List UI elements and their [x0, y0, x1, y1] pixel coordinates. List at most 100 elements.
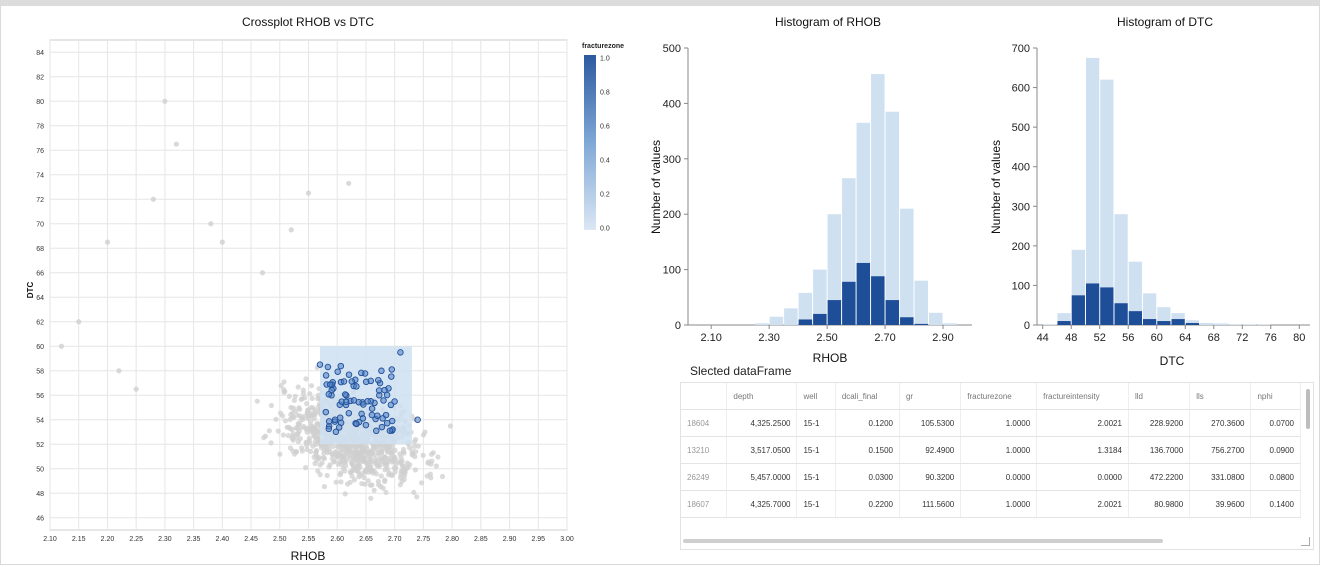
bar-selected[interactable]	[1085, 283, 1100, 325]
bar-all[interactable]	[900, 208, 914, 325]
selected-dataframe[interactable]: depth well dcali_final gr fracturezone fractu…	[680, 382, 1314, 550]
bar-selected[interactable]	[1100, 287, 1114, 325]
dtc-histogram[interactable]: 0 100 200 300 400 500 600 700 44 48 52 56 60 64 68 72 76…	[1012, 43, 1310, 344]
table-row[interactable]: 18604 4,325.2500 15-1 0.1200 105.5300 1.0000 2…	[681, 409, 1301, 437]
bar-all[interactable]	[1214, 323, 1228, 325]
bar-selected[interactable]	[1185, 323, 1200, 325]
bar-selected[interactable]	[1157, 321, 1171, 325]
selected-point	[342, 398, 350, 406]
data-point	[338, 479, 344, 485]
x-tick-label: 2.25	[129, 536, 143, 543]
bar-all[interactable]	[1085, 57, 1100, 326]
horizontal-scrollbar[interactable]	[683, 539, 1163, 543]
x-tick-label: 60	[1151, 332, 1163, 344]
column-header[interactable]: nphi	[1250, 383, 1301, 410]
data-point	[349, 461, 355, 468]
column-header[interactable]: gr	[899, 383, 962, 410]
bar-all[interactable]	[1228, 324, 1242, 325]
bar-selected[interactable]	[1057, 321, 1071, 325]
bar-all[interactable]	[1157, 307, 1171, 325]
bar-all[interactable]	[755, 323, 769, 325]
y-tick-label: 100	[1012, 280, 1030, 292]
bar-selected[interactable]	[827, 300, 842, 325]
table-cell: 0.0700	[1250, 409, 1301, 437]
data-point	[275, 428, 281, 434]
column-header[interactable]: dcali_final	[835, 383, 900, 410]
column-header[interactable]: lls	[1189, 383, 1252, 410]
bar-all[interactable]	[798, 292, 813, 325]
data-point	[378, 473, 384, 479]
bar-selected[interactable]	[1171, 319, 1185, 325]
selected-point	[383, 419, 391, 427]
bar-all[interactable]	[1100, 79, 1114, 326]
data-point	[303, 425, 309, 431]
bar-selected[interactable]	[1114, 303, 1128, 325]
bar-all[interactable]	[1185, 320, 1200, 325]
y-tick-label: 84	[36, 50, 44, 57]
bar-all[interactable]	[827, 214, 842, 325]
data-point	[425, 460, 431, 466]
index-header[interactable]	[681, 383, 728, 410]
column-header[interactable]: well	[796, 383, 836, 410]
bar-all[interactable]	[943, 323, 958, 325]
data-point	[173, 141, 179, 147]
data-point	[327, 449, 333, 455]
resize-handle-icon[interactable]	[1301, 537, 1310, 546]
data-point	[424, 473, 430, 479]
data-point	[326, 464, 332, 470]
x-tick-label: 56	[1122, 332, 1134, 344]
bar-all[interactable]	[871, 74, 885, 326]
scatter-y-axis-title: DTC	[26, 282, 35, 299]
data-point	[401, 476, 407, 483]
rhob-hist-x-title: RHOB	[813, 351, 848, 365]
bar-all[interactable]	[813, 269, 827, 325]
data-point	[306, 435, 312, 441]
bar-selected[interactable]	[914, 323, 929, 325]
data-point	[383, 489, 389, 495]
vertical-scrollbar[interactable]	[1306, 389, 1310, 429]
data-point	[316, 455, 322, 461]
table-row[interactable]: 13210 3,517.0500 15-1 0.1500 92.4900 1.0000 1.…	[681, 436, 1301, 464]
bar-selected[interactable]	[1071, 295, 1085, 325]
bar-all[interactable]	[1128, 261, 1142, 325]
bar-selected[interactable]	[900, 317, 914, 325]
bar-selected[interactable]	[1142, 319, 1157, 325]
bar-selected[interactable]	[1128, 311, 1142, 325]
selected-point	[348, 378, 356, 385]
table-row[interactable]: 18607 4,325.7000 15-1 0.2200 111.5600 1.0000 2…	[681, 490, 1301, 518]
data-point	[365, 478, 371, 484]
bar-all[interactable]	[769, 316, 784, 325]
data-point	[278, 383, 284, 389]
data-point	[410, 451, 416, 457]
x-tick-label: 2.75	[417, 536, 431, 543]
bar-all[interactable]	[1142, 293, 1157, 325]
data-point	[414, 494, 420, 500]
bar-all[interactable]	[914, 280, 929, 325]
bar-selected[interactable]	[798, 319, 813, 325]
column-header[interactable]: fracturezone	[960, 383, 1038, 410]
bar-selected[interactable]	[842, 281, 856, 325]
bar-all[interactable]	[929, 312, 943, 325]
column-header[interactable]: depth	[726, 383, 798, 410]
bar-all[interactable]	[784, 308, 798, 325]
bar-selected[interactable]	[813, 313, 827, 325]
legend-tick-label: 0.6	[600, 124, 610, 131]
bar-all[interactable]	[1200, 323, 1214, 325]
bar-all[interactable]	[1171, 313, 1185, 325]
bar-all[interactable]	[1114, 214, 1128, 325]
bar-all[interactable]	[1057, 313, 1071, 325]
x-tick-label: 2.30	[758, 332, 779, 344]
scatter-plot[interactable]: 2.10 2.15 2.20 2.25 2.30 2.35 2.40 2.45 2.50 2.55…	[36, 39, 574, 543]
bar-selected[interactable]	[856, 262, 871, 325]
bar-selected[interactable]	[885, 300, 900, 325]
rhob-histogram[interactable]: 0 100 200 300 400 500 2.10 2.30 2.50 2.70 2.90	[663, 43, 972, 344]
data-point	[386, 456, 392, 462]
bar-selected[interactable]	[871, 276, 885, 325]
table-row[interactable]: 26249 5,457.0000 15-1 0.0300 90.3200 0.0000 0.…	[681, 463, 1301, 491]
table-cell: 0.1400	[1250, 490, 1301, 518]
bar-all[interactable]	[885, 111, 900, 326]
legend-tick-label: 0.0	[600, 226, 610, 233]
column-header[interactable]: lld	[1128, 383, 1191, 410]
column-header[interactable]: fractureintensity	[1036, 383, 1129, 410]
bar-all[interactable]	[1043, 324, 1057, 325]
